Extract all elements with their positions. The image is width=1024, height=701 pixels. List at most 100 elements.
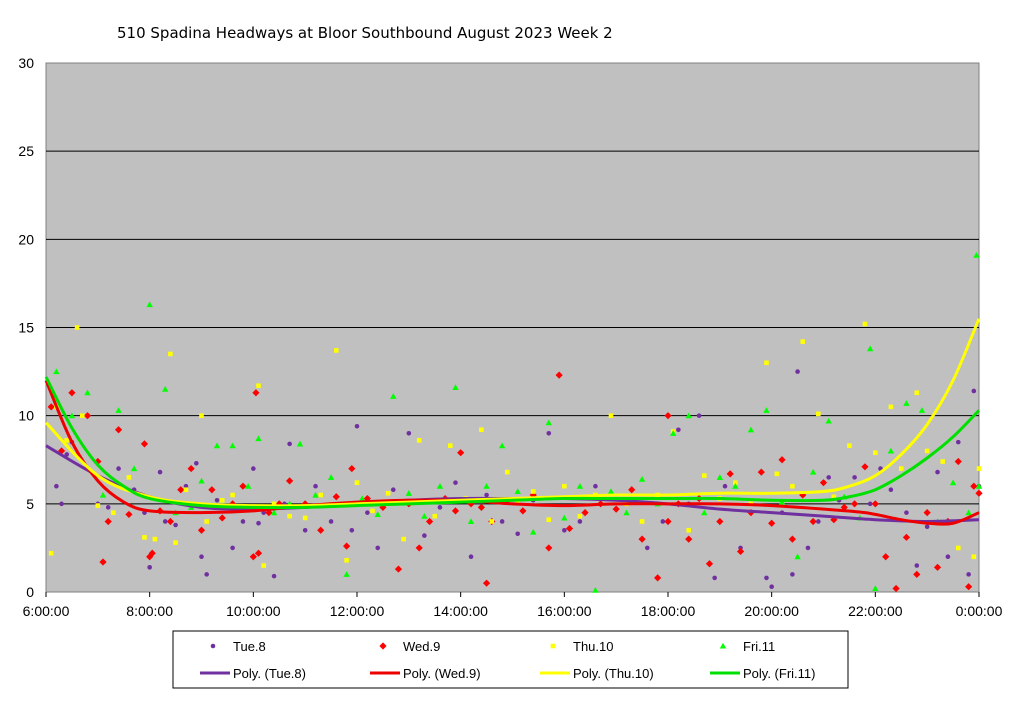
- data-point: [271, 573, 277, 579]
- data-point: [644, 545, 650, 551]
- data-point: [157, 469, 163, 475]
- data-point: [482, 579, 491, 587]
- data-point: [831, 494, 837, 500]
- data-point: [816, 519, 821, 524]
- data-point: [676, 427, 681, 433]
- data-point: [716, 517, 724, 526]
- data-point: [229, 442, 236, 449]
- data-point: [555, 371, 563, 379]
- data-point: [530, 489, 536, 494]
- data-point: [800, 339, 806, 344]
- data-point: [358, 495, 366, 502]
- chart-title: 510 Spadina Headways at Bloor Southbound…: [117, 24, 613, 42]
- data-point: [973, 252, 980, 258]
- legend-label: Poly. (Fri.11): [743, 666, 815, 681]
- data-point: [701, 473, 707, 478]
- data-point: [561, 514, 568, 521]
- legend-label: Wed.9: [403, 639, 440, 654]
- data-point: [146, 301, 153, 308]
- data-point: [593, 483, 598, 489]
- x-tick-label: 18:00:00: [641, 603, 696, 619]
- data-point: [140, 440, 149, 448]
- data-point: [99, 491, 107, 498]
- data-point: [790, 483, 795, 489]
- data-point: [467, 518, 475, 525]
- data-point: [53, 368, 60, 375]
- data-point: [385, 490, 391, 496]
- x-tick-label: 22:00:00: [848, 603, 903, 619]
- x-tick-label: 20:00:00: [744, 603, 799, 619]
- data-point: [64, 438, 70, 443]
- data-point: [940, 459, 946, 464]
- x-tick-label: 12:00:00: [330, 603, 385, 619]
- data-point: [924, 524, 930, 530]
- data-point: [530, 528, 537, 535]
- data-point: [130, 465, 138, 472]
- data-point: [452, 384, 459, 391]
- data-point: [639, 519, 645, 524]
- data-point: [302, 515, 308, 521]
- data-point: [918, 407, 926, 413]
- data-point: [244, 483, 252, 489]
- data-point: [505, 469, 510, 475]
- data-point: [83, 412, 92, 420]
- y-tick-label: 5: [26, 496, 34, 512]
- legend-label: Fri.11: [743, 639, 775, 654]
- data-point: [47, 403, 55, 411]
- data-point: [354, 480, 360, 485]
- data-point: [348, 464, 356, 473]
- data-point: [287, 513, 292, 519]
- data-point: [975, 483, 983, 489]
- data-point: [328, 519, 334, 524]
- data-point: [173, 540, 178, 545]
- data-point: [778, 456, 786, 464]
- data-point: [902, 533, 911, 541]
- data-point: [726, 470, 734, 478]
- data-point: [882, 553, 890, 561]
- data-point: [375, 545, 381, 551]
- data-point: [168, 351, 173, 357]
- data-point: [421, 512, 428, 519]
- data-point: [514, 488, 521, 495]
- data-point: [425, 517, 434, 526]
- data-point: [545, 419, 552, 426]
- data-point: [638, 475, 646, 482]
- data-point: [333, 348, 339, 353]
- data-point: [795, 369, 800, 374]
- data-point: [955, 545, 961, 551]
- data-point: [873, 450, 878, 455]
- data-point: [199, 554, 204, 560]
- legend-box: [172, 630, 849, 689]
- data-point: [794, 553, 801, 560]
- data-point: [565, 524, 574, 533]
- data-point: [327, 474, 335, 480]
- data-point: [955, 439, 961, 445]
- data-point: [296, 440, 304, 447]
- data-point: [736, 547, 745, 556]
- data-point: [816, 411, 821, 417]
- data-point: [54, 483, 59, 489]
- data-point: [971, 388, 977, 394]
- data-point: [872, 585, 879, 592]
- data-point: [344, 557, 349, 563]
- data-point: [914, 563, 920, 568]
- trendline-poly-wed-9: [44, 379, 980, 526]
- data-point: [971, 554, 977, 560]
- data-point: [349, 527, 355, 533]
- data-point: [370, 508, 375, 514]
- legend-marker: [550, 643, 556, 649]
- data-point: [790, 572, 795, 577]
- data-point: [79, 413, 85, 418]
- data-point: [448, 443, 453, 448]
- data-point: [851, 500, 859, 508]
- data-point: [183, 483, 189, 489]
- data-point: [148, 549, 156, 557]
- data-point: [68, 389, 76, 397]
- data-point: [162, 519, 168, 524]
- data-point: [271, 501, 277, 507]
- data-point: [788, 535, 796, 543]
- data-point: [105, 505, 111, 510]
- data-point: [125, 510, 133, 519]
- data-point: [95, 503, 101, 508]
- data-point: [669, 430, 677, 436]
